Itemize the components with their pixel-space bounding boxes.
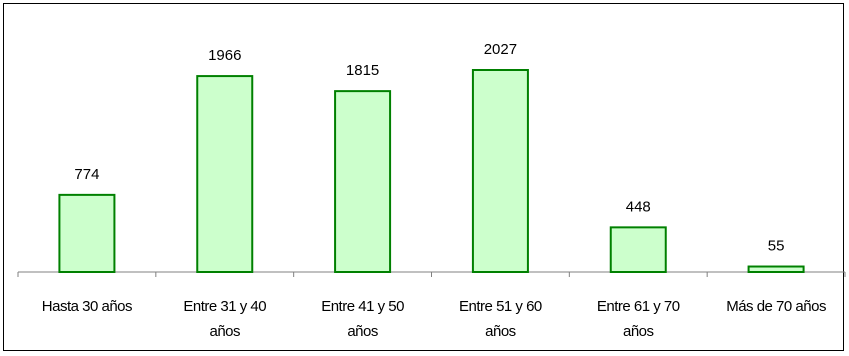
x-tick-label: Entre 41 y 50 (321, 298, 404, 315)
chart-frame (3, 3, 844, 351)
x-tick-label: años (209, 323, 240, 340)
data-label: 1966 (208, 47, 241, 64)
x-tick-label: años (347, 323, 378, 340)
data-label: 1815 (346, 62, 379, 79)
bar (471, 69, 529, 273)
bar (747, 265, 805, 273)
x-tick-label: Hasta 30 años (42, 298, 132, 315)
x-tick-label: Entre 51 y 60 (459, 298, 542, 315)
data-label: 55 (768, 238, 785, 255)
x-tick-label: Entre 61 y 70 (597, 298, 680, 315)
bar (58, 193, 116, 273)
x-tick-label: Más de 70 años (726, 298, 826, 315)
bar (334, 90, 392, 273)
bar (609, 226, 667, 273)
x-tick-label: años (623, 323, 654, 340)
data-label: 2027 (484, 41, 517, 58)
data-label: 774 (74, 166, 99, 183)
bar (196, 75, 254, 273)
data-label: 448 (626, 198, 651, 215)
x-tick-label: años (485, 323, 516, 340)
x-tick-label: Entre 31 y 40 (183, 298, 266, 315)
